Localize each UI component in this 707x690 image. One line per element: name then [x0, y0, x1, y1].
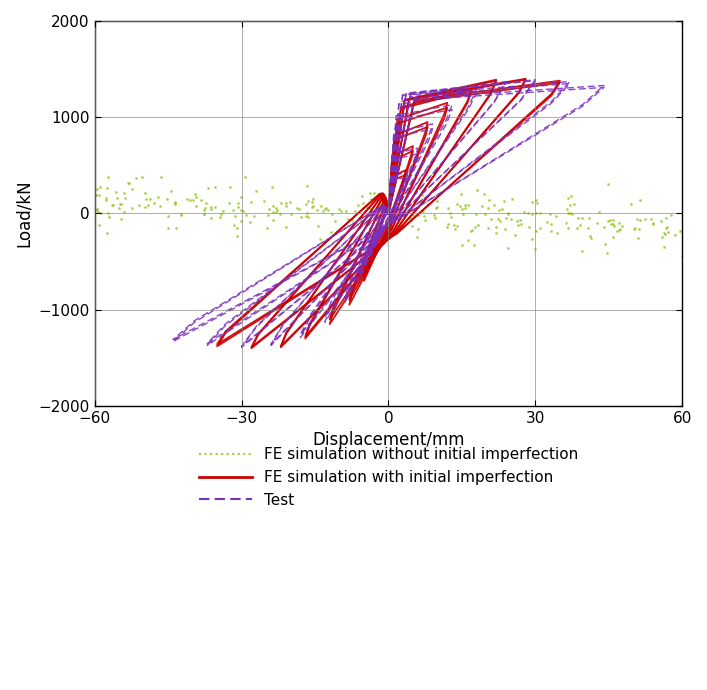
- Legend: FE simulation without initial imperfection, FE simulation with initial imperfect: FE simulation without initial imperfecti…: [192, 442, 585, 514]
- Y-axis label: Load/kN: Load/kN: [15, 179, 33, 247]
- X-axis label: Displacement/mm: Displacement/mm: [312, 431, 464, 449]
